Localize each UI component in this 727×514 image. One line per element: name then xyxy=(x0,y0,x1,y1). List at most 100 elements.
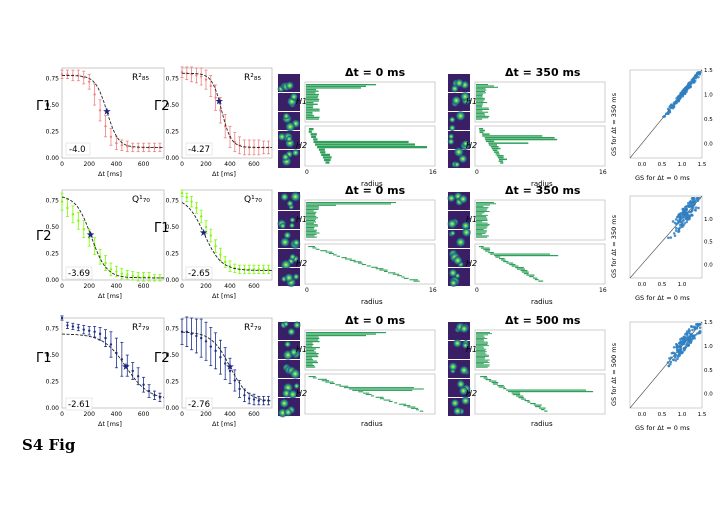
h1-frame xyxy=(474,199,606,241)
scatter-point xyxy=(681,219,685,223)
scatter-point xyxy=(682,212,686,216)
firing-field xyxy=(284,121,296,133)
x-tick-label: 600 xyxy=(248,283,260,290)
firing-field xyxy=(291,148,300,157)
x-axis-label: Δt [ms] xyxy=(212,292,236,300)
h1-label: H1 xyxy=(296,97,307,106)
row-1: 0.000.250.500.750 200 400 600 Q¹₇₀ -3.69 Γ2… xyxy=(36,184,713,306)
data-point xyxy=(60,200,64,203)
h1-bar xyxy=(306,347,320,349)
firing-field xyxy=(453,146,465,158)
firing-field xyxy=(449,230,456,237)
h1-bar xyxy=(306,341,320,343)
firing-field xyxy=(460,396,471,406)
h1-bar xyxy=(476,366,488,368)
scatter-point xyxy=(679,220,682,224)
scatter-point xyxy=(682,91,686,94)
h2-bar xyxy=(383,270,388,273)
data-point xyxy=(224,362,227,365)
axis-max: 16 xyxy=(599,169,607,176)
scatter-point xyxy=(679,223,682,227)
scatter-point xyxy=(663,114,667,118)
midpoint-star xyxy=(86,230,95,238)
x-tick-label: 0.5 xyxy=(658,162,667,168)
midpoint-star xyxy=(199,228,208,236)
slope-box xyxy=(185,397,213,411)
scatter-point xyxy=(683,338,686,342)
h1-bar xyxy=(476,214,488,216)
data-point xyxy=(195,334,198,338)
plot-frame xyxy=(629,321,703,409)
data-point xyxy=(219,109,222,112)
h2-bar xyxy=(518,397,524,399)
firing-field xyxy=(285,135,293,143)
scatter-point xyxy=(684,216,687,219)
scatter-point xyxy=(685,205,688,208)
h2-bar xyxy=(343,387,414,389)
x-tick-label: 600 xyxy=(138,283,150,290)
x-tick-label: 0.5 xyxy=(658,412,667,418)
data-point xyxy=(214,96,217,99)
x-tick-label: 0.0 xyxy=(638,412,647,418)
h1-bar xyxy=(306,98,320,101)
plot-frame xyxy=(181,317,273,409)
data-point xyxy=(88,80,91,83)
h1-bar xyxy=(306,222,314,224)
h2-bar xyxy=(506,262,514,264)
data-point xyxy=(204,78,208,81)
h1-bar xyxy=(306,214,316,216)
firing-field xyxy=(447,218,458,229)
figure-label: S4 Fig xyxy=(22,436,76,454)
h2-bar xyxy=(511,392,521,394)
firing-field xyxy=(280,259,292,271)
h2-bar xyxy=(524,400,530,402)
h1-bar xyxy=(306,208,319,211)
h1-bar xyxy=(476,338,488,339)
h2-bar xyxy=(511,265,519,267)
x-tick-label: 200 xyxy=(200,411,212,418)
data-point xyxy=(66,206,69,210)
x-tick-label: 400 xyxy=(224,411,236,418)
h2-bar xyxy=(532,277,538,279)
h2-bar xyxy=(388,400,393,403)
h1-bar xyxy=(306,202,396,204)
firing-field xyxy=(449,278,458,288)
barcode-title: Δt = 350 ms xyxy=(505,184,581,197)
x-axis-label: radius xyxy=(531,420,553,428)
data-point xyxy=(71,213,75,216)
data-point xyxy=(224,260,227,264)
x-tick-label: 200 xyxy=(83,161,95,168)
grid-cell-thumbnails-r2-b xyxy=(448,321,471,416)
barcode-bars xyxy=(476,202,559,282)
slope-value: -2.61 xyxy=(68,400,90,410)
firing-field xyxy=(461,341,469,349)
slope-box xyxy=(65,142,91,156)
h2-bar xyxy=(534,279,539,281)
x-axis-label: Δt [ms] xyxy=(98,170,122,178)
h1-bar xyxy=(306,88,317,91)
scatter-point xyxy=(681,216,685,219)
h2-bar xyxy=(311,135,317,138)
h1-bar xyxy=(476,203,496,205)
h2-bar xyxy=(397,275,402,277)
x-tick-label: 600 xyxy=(248,161,260,168)
scatter-point xyxy=(679,337,682,341)
h2-bar xyxy=(529,276,534,278)
scatter-point xyxy=(672,358,675,362)
axis-max: 16 xyxy=(429,169,437,176)
h2-bar xyxy=(484,137,555,139)
scatter-point xyxy=(667,236,670,240)
h1-frame xyxy=(304,81,436,123)
data-point xyxy=(93,330,96,333)
fit-marks: 0.00 0.25 0.50 0.75 0 200 400 600 xyxy=(46,192,164,290)
h2-bar xyxy=(313,138,318,141)
x-axis-label: radius xyxy=(361,420,383,428)
h2-bar xyxy=(320,250,328,252)
firing-field xyxy=(285,80,295,91)
fit-panel-r2-1: 0.00 0.25 0.50 0.75 0 200 400 600 R²₇₉ -2.76 Γ2… xyxy=(154,316,273,428)
data-point xyxy=(115,270,118,273)
data-point xyxy=(109,135,113,139)
h2-bar xyxy=(324,158,331,162)
h2-bar xyxy=(495,153,500,155)
firing-field xyxy=(452,338,463,349)
